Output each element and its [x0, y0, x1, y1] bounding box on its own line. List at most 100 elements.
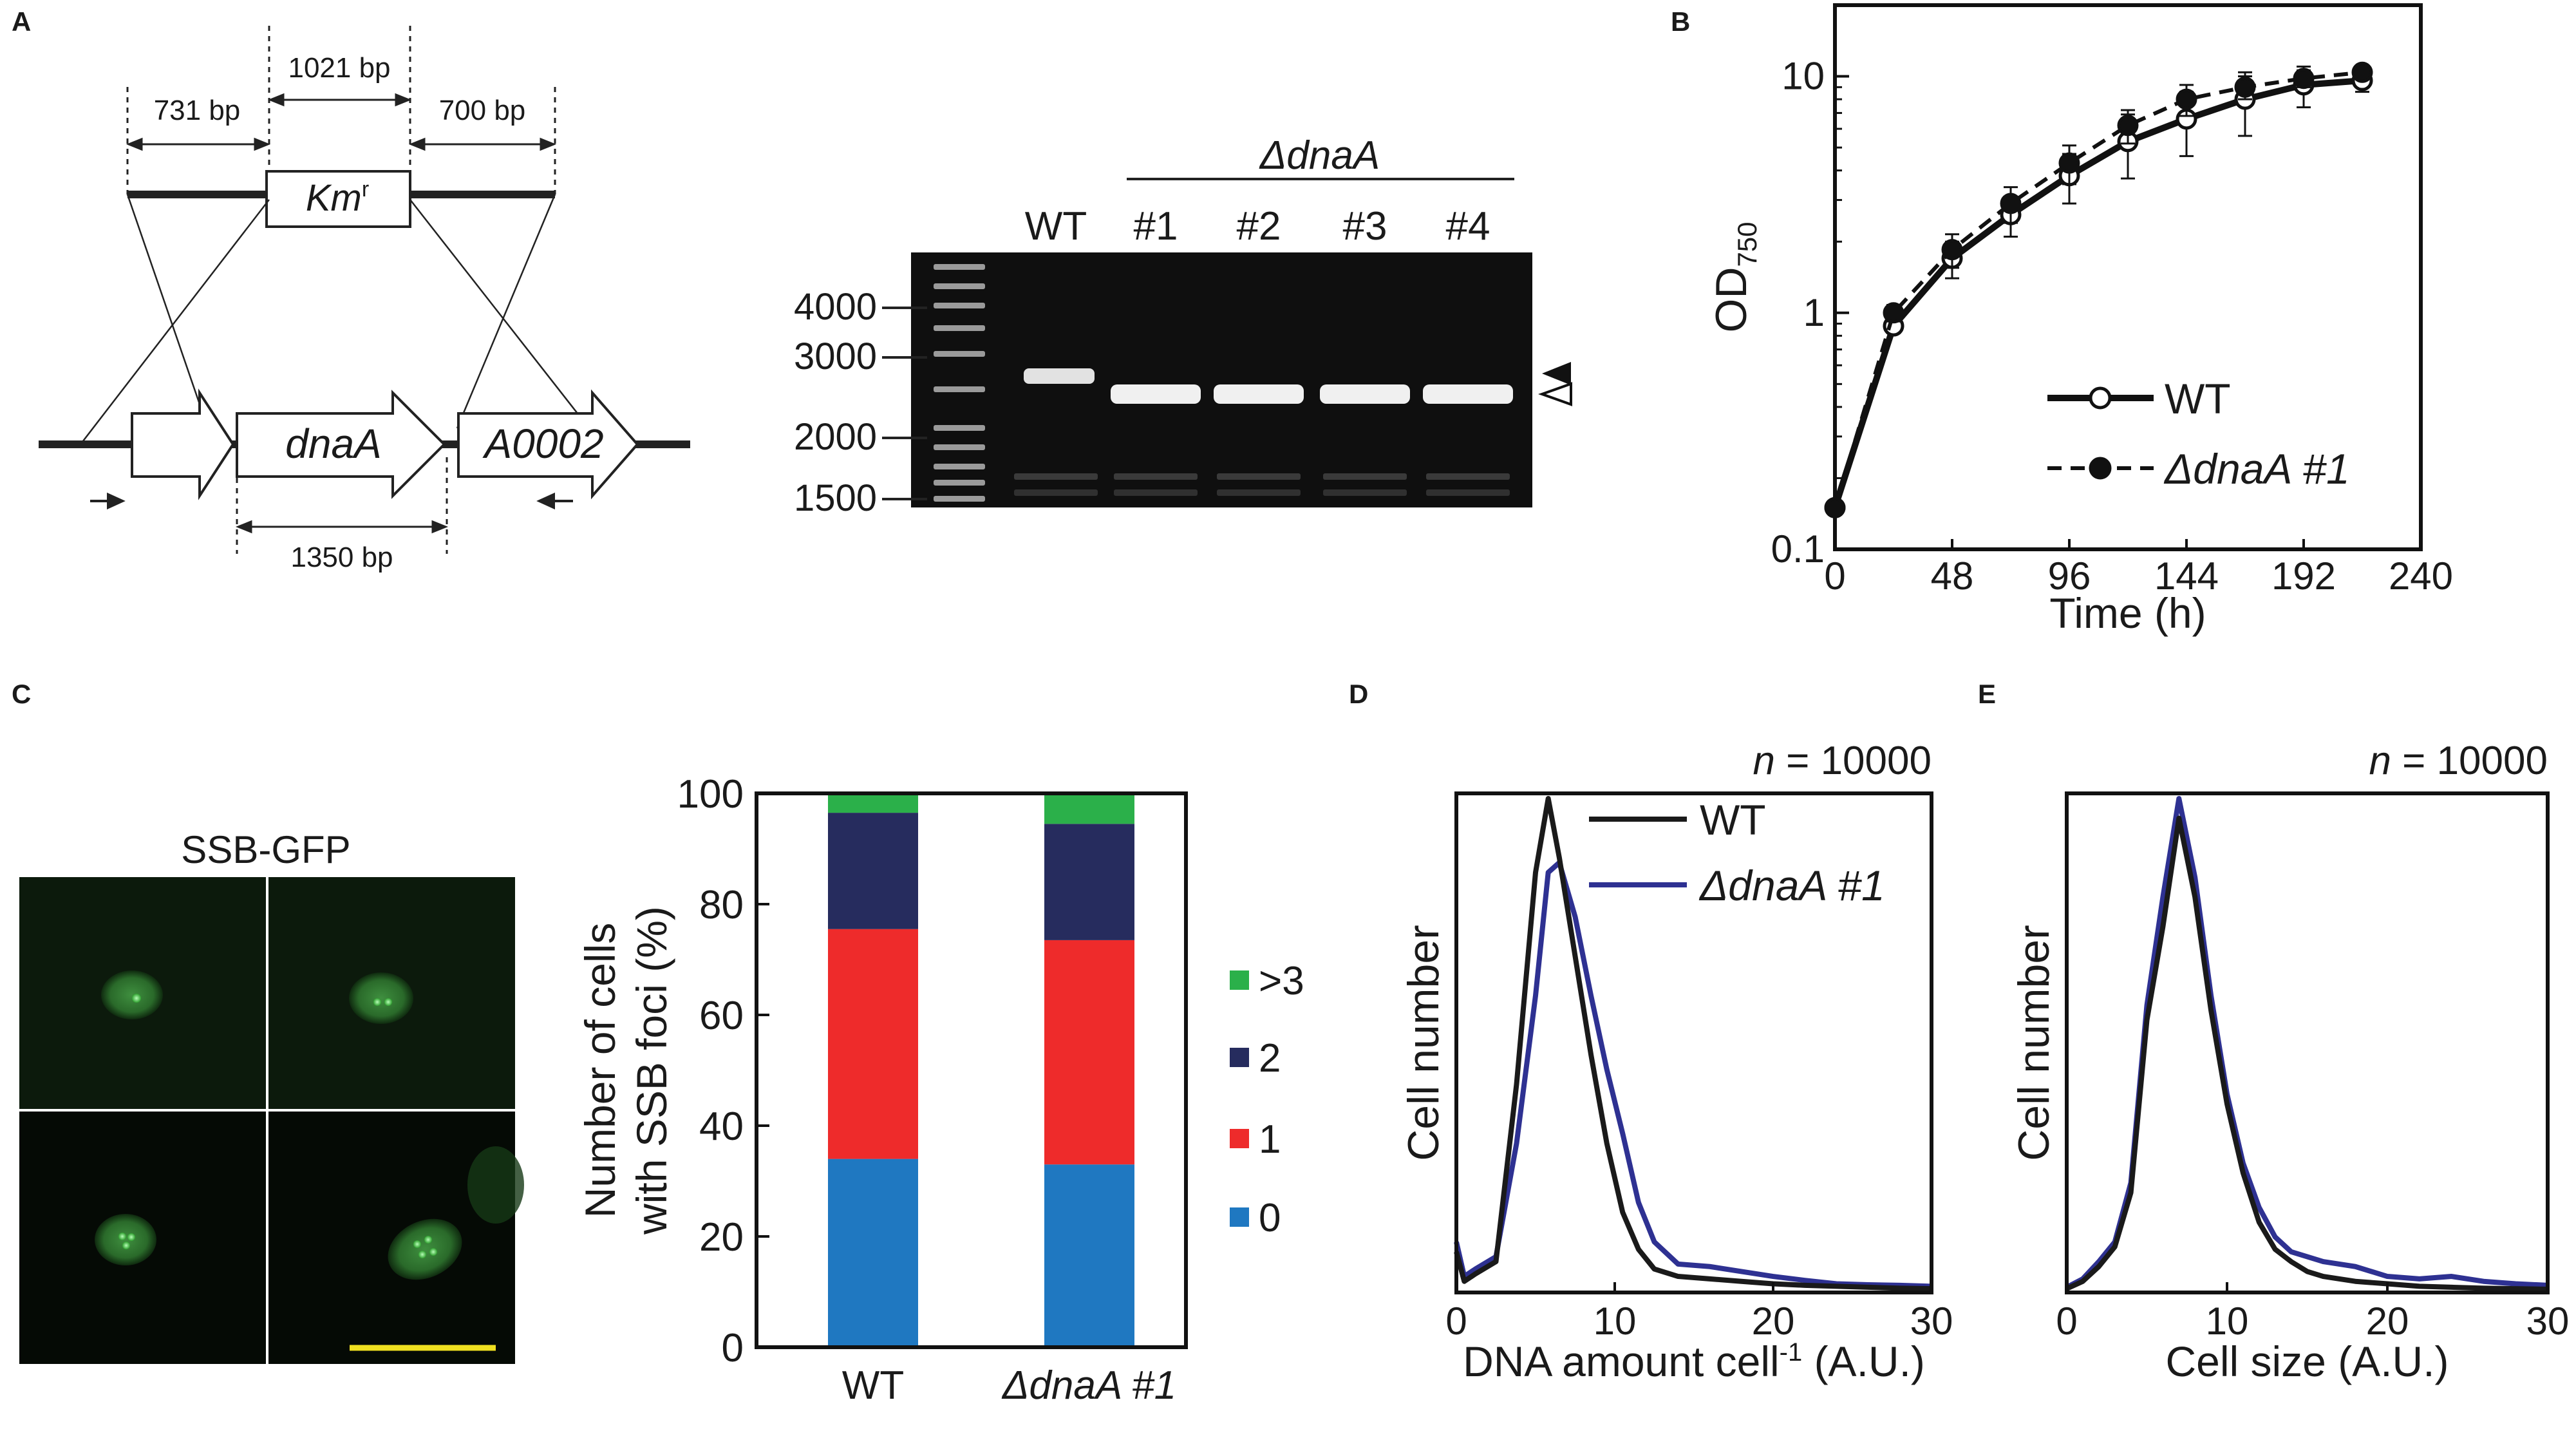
category-label: WT — [842, 1363, 904, 1408]
band-mutant — [1111, 384, 1201, 404]
gel-lane-label: #2 — [1237, 204, 1281, 249]
data-point — [1941, 239, 1963, 261]
legend-label: 1 — [1259, 1117, 1281, 1162]
x-tick-label: 30 — [2526, 1300, 2570, 1343]
y-axis-label-line2: with SSB foci (%) — [628, 906, 675, 1235]
ladder-band — [934, 496, 985, 502]
ladder-band — [934, 480, 985, 486]
gel-marker-label: 4000 — [794, 286, 877, 328]
legend-label: 0 — [1259, 1196, 1281, 1240]
x-tick-label: 0 — [1445, 1300, 1467, 1343]
gel-bands — [934, 264, 1513, 502]
y-tick-label: 0.1 — [1771, 527, 1825, 571]
x-tick-label: 48 — [1931, 554, 1974, 598]
x-tick-label: 10 — [1594, 1300, 1637, 1343]
micrograph-grid — [19, 877, 524, 1364]
foci — [127, 1233, 135, 1241]
gel-group-label: ΔdnaA — [1259, 133, 1380, 178]
x-tick-label: 144 — [2154, 554, 2219, 598]
y-tick-label: 1 — [1803, 291, 1825, 334]
x-axis-label: Cell size (A.U.) — [2165, 1338, 2449, 1385]
faint-band — [1217, 473, 1301, 480]
series-line — [2065, 796, 2548, 1290]
growth-curve-chart: 0 48 96 144 192 240 0.1 1 10 Time (h) OD750 WT ΔdnaA… — [1707, 3, 2453, 637]
kmr-superscript: r — [362, 177, 369, 202]
x-tick-label: 20 — [1752, 1300, 1795, 1343]
y-axis-label-sub: 750 — [1732, 222, 1762, 267]
micrograph-title: SSB-GFP — [181, 828, 350, 871]
sample-size-n: n — [2369, 739, 2391, 783]
y-tick-label: 20 — [699, 1215, 744, 1260]
legend-label: ΔdnaA #1 — [1698, 862, 1885, 909]
bp-1021-label: 1021 bp — [288, 52, 390, 84]
faint-band — [1014, 489, 1098, 496]
faint-band — [1014, 473, 1098, 480]
data-point — [2234, 76, 2256, 98]
series-line — [1454, 860, 1932, 1289]
primers — [90, 492, 573, 510]
y-tick-label: 100 — [677, 772, 744, 817]
plot-frame — [1454, 791, 1933, 1294]
stacked-bar-segment — [1044, 940, 1134, 1165]
foci — [118, 1233, 126, 1240]
A0002-gene-label: A0002 — [482, 421, 603, 467]
data-point — [2351, 61, 2373, 83]
data-point — [1883, 302, 1904, 324]
y-axis-label: OD750 — [1707, 222, 1762, 332]
bp-1350-label: 1350 bp — [290, 542, 393, 573]
foci — [429, 1248, 437, 1256]
ladder-band — [934, 351, 985, 357]
ladder-band — [934, 325, 985, 331]
sample-size-value: = 10000 — [2391, 739, 2548, 783]
y-axis-label: Cell number — [2009, 925, 2058, 1161]
cell-1 — [101, 970, 163, 1019]
ladder-band — [934, 464, 985, 469]
panel-b: B 0 48 96 144 192 240 0.1 1 10 Time (h) OD750 WT Δdn… — [1671, 3, 2453, 637]
x-axis-label-main: DNA amount cell — [1463, 1338, 1780, 1385]
legend-marker — [2089, 457, 2112, 480]
ladder-band — [934, 425, 985, 431]
A0002-gene-arrow — [457, 389, 639, 500]
panel-label-b: B — [1671, 6, 1690, 37]
legend-swatch — [1230, 1129, 1249, 1148]
series-line — [2065, 815, 2548, 1292]
legend-swatch — [1230, 1207, 1249, 1227]
x-axis-label-main: Cell size (A.U.) — [2165, 1338, 2449, 1385]
data-point — [2176, 88, 2197, 110]
kmr-box — [265, 170, 411, 228]
cell-size-histogram: 0 10 20 30 n = 10000 Cell size (A.U.) Cell num… — [2009, 739, 2569, 1385]
data-point — [2293, 68, 2315, 90]
dna-amount-histogram: 0 10 20 30 n = 10000 DNA amount cell-1 (A.U.)… — [1399, 739, 1953, 1385]
band-mutant — [1214, 384, 1304, 404]
faint-band — [1426, 489, 1510, 496]
x-axis-label: Time (h) — [2049, 589, 2206, 637]
x-tick-label: 20 — [2366, 1300, 2409, 1343]
micrograph-br — [268, 1112, 515, 1364]
sample-size-value: = 10000 — [1775, 739, 1932, 783]
cell-partial — [467, 1146, 524, 1224]
stacked-bar-segment — [1044, 793, 1134, 824]
faint-band — [1114, 473, 1198, 480]
panel-a: A 731 bp 1021 bp 700 bp 1350 bp — [12, 6, 1572, 573]
x-tick-label: 192 — [2271, 554, 2336, 598]
foci — [122, 1242, 130, 1249]
faint-band — [1323, 489, 1407, 496]
upstream-gene-arrow — [131, 388, 235, 500]
series-line — [1454, 796, 1932, 1292]
data-point — [2117, 115, 2139, 137]
ladder-band — [934, 264, 985, 270]
gel-marker-label: 3000 — [794, 336, 877, 377]
gel-lane-label: WT — [1025, 204, 1087, 249]
foci — [424, 1236, 432, 1244]
gel-marker-label: 2000 — [794, 416, 877, 458]
plot-frame — [1833, 3, 2423, 551]
legend-swatch — [1230, 1048, 1249, 1067]
x-tick-label: 10 — [2206, 1300, 2249, 1343]
faint-band — [1323, 473, 1407, 480]
data-point — [2058, 152, 2080, 174]
panel-e: E 0 10 20 30 n = 10000 Cell size (A.U.) Cell n… — [1978, 679, 2569, 1385]
ladder-band — [934, 444, 985, 450]
legend-label: WT — [2165, 375, 2231, 422]
stacked-bar-segment — [828, 793, 918, 813]
stacked-bar-segment — [828, 1159, 918, 1347]
